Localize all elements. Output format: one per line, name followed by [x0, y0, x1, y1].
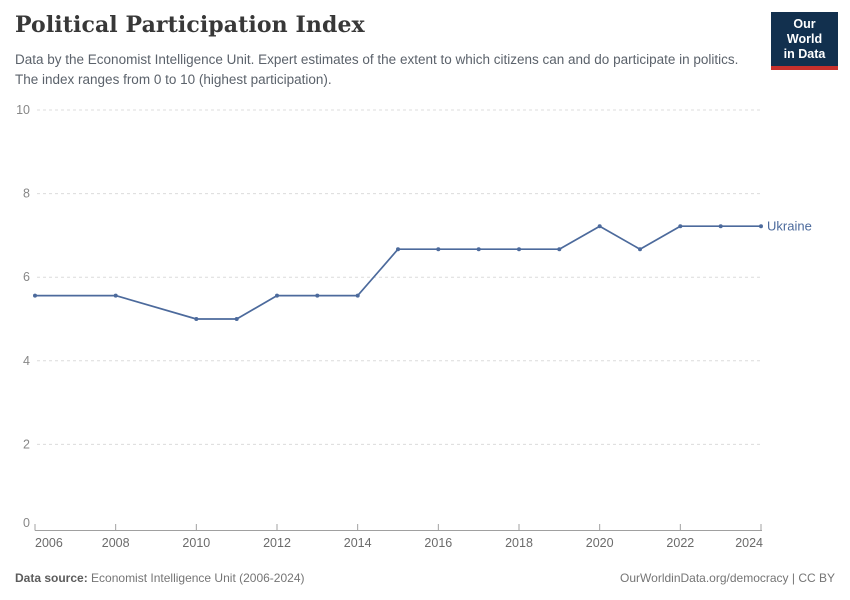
- x-axis-label: 2018: [505, 536, 533, 550]
- data-point[interactable]: [33, 293, 37, 298]
- x-axis-label: 2016: [424, 536, 452, 550]
- chart-subtitle: Data by the Economist Intelligence Unit.…: [15, 52, 739, 87]
- owid-logo-line2: in Data: [783, 47, 826, 61]
- owid-logo-line1: Our World: [786, 17, 823, 46]
- x-axis-label: 2022: [666, 536, 694, 550]
- owid-logo[interactable]: Our World in Data: [771, 12, 838, 70]
- data-point[interactable]: [194, 317, 199, 321]
- data-point[interactable]: [557, 247, 562, 252]
- x-axis-label: 2014: [344, 536, 372, 550]
- y-axis-label: 6: [23, 270, 30, 284]
- y-axis-label: 0: [23, 516, 30, 530]
- data-line-ukraine[interactable]: [34, 225, 762, 320]
- x-axis-label: 2008: [102, 536, 130, 550]
- owid-url-license[interactable]: OurWorldinData.org/democracy | CC BY: [620, 571, 835, 585]
- data-point[interactable]: [476, 247, 481, 252]
- data-point[interactable]: [678, 224, 683, 229]
- data-source-value: Economist Intelligence Unit (2006-2024): [87, 571, 305, 585]
- owid-logo-accent-bar: [771, 66, 838, 70]
- y-axis-label: 10: [16, 103, 30, 117]
- data-source-label: Data source:: [15, 571, 88, 585]
- y-axis-label: 8: [23, 187, 30, 201]
- data-source-note: Data source: Economist Intelligence Unit…: [15, 571, 305, 585]
- x-axis-label: 2012: [263, 536, 291, 550]
- x-axis-label: 2010: [182, 536, 210, 550]
- data-point[interactable]: [597, 224, 602, 229]
- data-point[interactable]: [759, 224, 763, 229]
- data-point[interactable]: [517, 247, 521, 252]
- x-axis-label: 2024: [735, 536, 763, 550]
- chart-title: Political Participation Index: [15, 12, 365, 38]
- data-point[interactable]: [113, 293, 118, 298]
- y-axis-label: 2: [23, 437, 30, 451]
- data-point[interactable]: [355, 293, 360, 298]
- data-point[interactable]: [396, 247, 400, 252]
- chart-footer: Data source: Economist Intelligence Unit…: [15, 571, 835, 587]
- data-point[interactable]: [275, 293, 279, 298]
- data-point[interactable]: [234, 317, 239, 321]
- x-axis-label: 2020: [586, 536, 614, 550]
- line-chart[interactable]: 0 2 4 6 8 10 2006 2008 2010 2012 2014 2016 2018 2020 2…: [0, 0, 850, 560]
- data-point[interactable]: [315, 293, 320, 298]
- data-point[interactable]: [436, 247, 441, 252]
- entity-label[interactable]: Ukraine: [767, 219, 812, 234]
- x-axis-label: 2006: [35, 536, 63, 550]
- data-point[interactable]: [718, 224, 723, 229]
- data-point[interactable]: [638, 247, 642, 252]
- y-axis-label: 4: [23, 354, 30, 368]
